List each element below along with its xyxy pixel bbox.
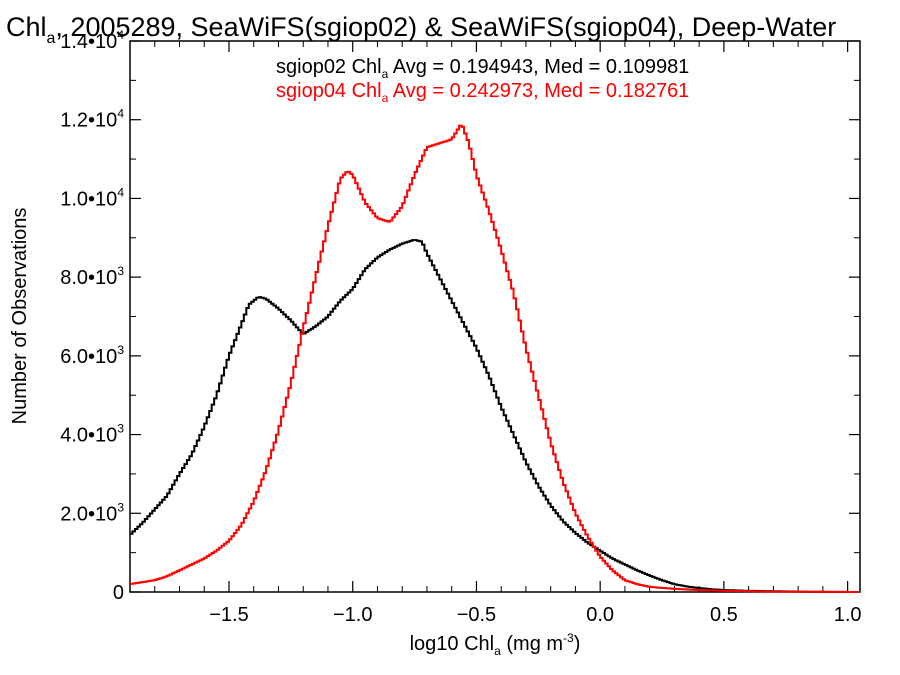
x-tick-label: 0.5 <box>710 604 738 626</box>
legend-entry-sgiop02: sgiop02 Chla Avg = 0.194943, Med = 0.109… <box>276 56 689 81</box>
y-axis-label: Number of Observations <box>9 208 31 425</box>
y-tick-label: 6.0•103 <box>60 343 124 368</box>
legend-entry-sgiop04: sgiop04 Chla Avg = 0.242973, Med = 0.182… <box>276 80 689 105</box>
chart-title-rest: , 2005289, SeaWiFS(sgiop02) & SeaWiFS(sg… <box>55 12 836 42</box>
plot-frame <box>129 40 861 593</box>
y-tick-label: 2.0•103 <box>60 500 124 525</box>
chart-title: Chla, 2005289, SeaWiFS(sgiop02) & SeaWiF… <box>6 12 836 47</box>
x-tick-label: −1.0 <box>333 604 372 626</box>
series-layer <box>130 124 860 593</box>
chart-title-main: Chl <box>6 12 47 42</box>
y-tick-label: 8.0•103 <box>60 264 124 289</box>
y-axis: 0 2.0•103 4.0•103 6.0•103 8.0•103 1.0•104 1.2•… <box>60 28 860 604</box>
series-line-sgiop04 <box>130 124 860 593</box>
x-axis-label: log10 Chla (mg m-3) <box>410 631 581 658</box>
series-line-sgiop02 <box>130 239 860 593</box>
y-tick-label: 0 <box>113 582 124 604</box>
x-axis: −1.5 −1.0 −0.5 0.0 0.5 1.0 <box>129 41 862 626</box>
y-tick-label: 1.0•104 <box>60 185 124 210</box>
y-tick-label: 1.4•104 <box>60 28 124 53</box>
y-tick-label: 1.2•104 <box>60 107 124 132</box>
x-tick-label: −1.5 <box>209 604 248 626</box>
chart-title-subscript: a <box>47 30 56 47</box>
x-tick-label: −0.5 <box>457 604 496 626</box>
x-tick-label: 0.0 <box>586 604 614 626</box>
y-tick-label: 4.0•103 <box>60 422 124 447</box>
x-tick-label: 1.0 <box>834 604 862 626</box>
